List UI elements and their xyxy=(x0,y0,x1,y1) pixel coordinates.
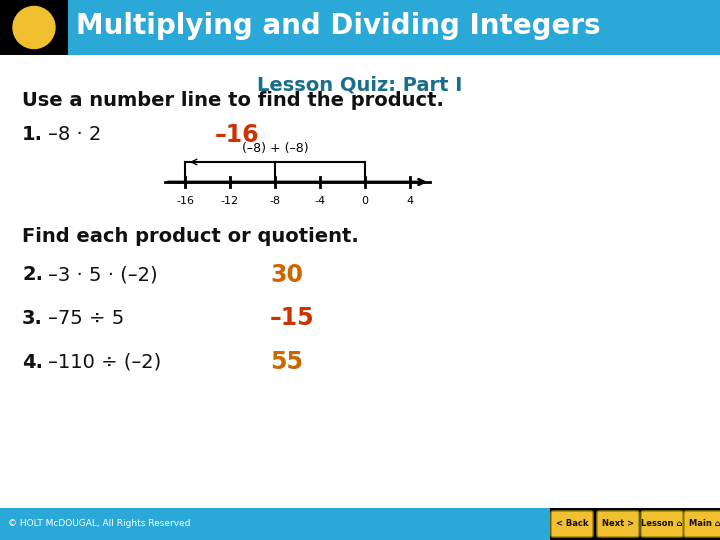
Text: Find each product or quotient.: Find each product or quotient. xyxy=(22,227,359,246)
Text: -16: -16 xyxy=(176,196,194,206)
Text: Multiplying and Dividing Integers: Multiplying and Dividing Integers xyxy=(76,12,600,40)
Text: -4: -4 xyxy=(315,196,325,206)
FancyBboxPatch shape xyxy=(551,511,593,537)
Text: –8 · 2: –8 · 2 xyxy=(48,125,102,145)
Text: Main ⌂: Main ⌂ xyxy=(689,519,720,529)
Text: 2.: 2. xyxy=(22,266,43,285)
Text: –110 ÷ (–2): –110 ÷ (–2) xyxy=(48,353,161,372)
Circle shape xyxy=(13,6,55,49)
Text: -8: -8 xyxy=(269,196,281,206)
FancyBboxPatch shape xyxy=(597,511,639,537)
Bar xyxy=(550,508,720,540)
FancyBboxPatch shape xyxy=(684,511,720,537)
Text: –3 · 5 · (–2): –3 · 5 · (–2) xyxy=(48,266,158,285)
Text: Lesson ⌂: Lesson ⌂ xyxy=(642,519,683,529)
Text: (–8) + (–8): (–8) + (–8) xyxy=(242,142,308,155)
Bar xyxy=(0,508,720,540)
Text: Use a number line to find the product.: Use a number line to find the product. xyxy=(22,91,444,110)
Text: –75 ÷ 5: –75 ÷ 5 xyxy=(48,308,125,327)
Text: 0: 0 xyxy=(361,196,369,206)
Text: © HOLT McDOUGAL, All Rights Reserved: © HOLT McDOUGAL, All Rights Reserved xyxy=(8,519,191,529)
Text: 3.: 3. xyxy=(22,308,43,327)
Text: 1.: 1. xyxy=(22,125,43,145)
FancyBboxPatch shape xyxy=(641,511,683,537)
Text: –16: –16 xyxy=(215,123,260,147)
Text: -12: -12 xyxy=(221,196,239,206)
Bar xyxy=(0,0,68,55)
Text: 30: 30 xyxy=(270,263,303,287)
Bar xyxy=(0,0,720,55)
Text: Next >: Next > xyxy=(602,519,634,529)
Text: 4: 4 xyxy=(406,196,413,206)
Text: 55: 55 xyxy=(270,350,303,374)
Text: Lesson Quiz: Part I: Lesson Quiz: Part I xyxy=(257,76,463,94)
Text: 4.: 4. xyxy=(22,353,43,372)
Text: –15: –15 xyxy=(270,306,315,330)
Text: < Back: < Back xyxy=(556,519,588,529)
